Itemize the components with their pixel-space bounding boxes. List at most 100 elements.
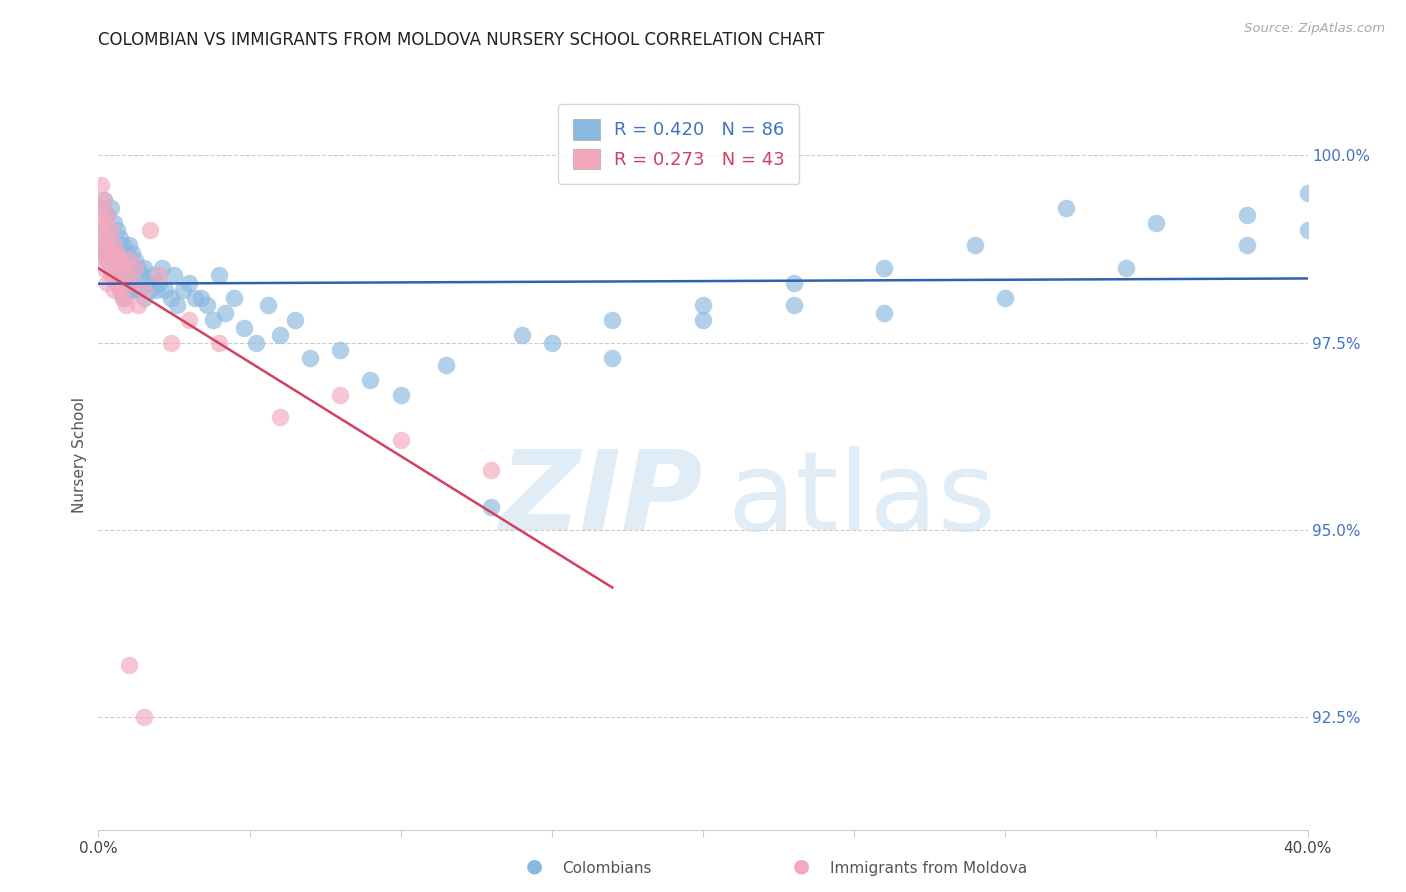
- Point: [232, 320, 254, 334]
- Point: [214, 305, 236, 319]
- Point: [148, 268, 170, 282]
- Point: [124, 260, 146, 275]
- Point: [224, 291, 246, 305]
- Point: [132, 291, 155, 305]
- Y-axis label: Nursery School: Nursery School: [72, 397, 87, 513]
- Legend: R = 0.420   N = 86, R = 0.273   N = 43: R = 0.420 N = 86, R = 0.273 N = 43: [558, 104, 800, 184]
- Point: [118, 283, 141, 297]
- Point: [965, 238, 987, 252]
- Point: [602, 351, 624, 365]
- Point: [360, 373, 382, 387]
- Point: [96, 253, 118, 268]
- Point: [434, 358, 457, 372]
- Point: [127, 260, 149, 275]
- Point: [93, 245, 115, 260]
- Point: [150, 260, 173, 275]
- Point: [132, 710, 155, 724]
- Point: [90, 201, 112, 215]
- Point: [873, 260, 896, 275]
- Point: [160, 291, 183, 305]
- Point: [100, 245, 122, 260]
- Point: [100, 260, 122, 275]
- Point: [103, 268, 125, 282]
- Point: [111, 238, 134, 252]
- Point: [96, 208, 118, 222]
- Point: [510, 328, 533, 343]
- Point: [481, 500, 503, 515]
- Point: [160, 335, 183, 350]
- Point: [105, 253, 128, 268]
- Point: [108, 283, 131, 297]
- Point: [103, 245, 125, 260]
- Point: [100, 238, 122, 252]
- Point: [90, 238, 112, 252]
- Point: [103, 238, 125, 252]
- Point: [118, 657, 141, 672]
- Point: [105, 245, 128, 260]
- Point: [1115, 260, 1137, 275]
- Point: [93, 216, 115, 230]
- Point: [269, 410, 291, 425]
- Point: [105, 223, 128, 237]
- Point: [132, 283, 155, 297]
- Text: Colombians: Colombians: [562, 861, 652, 876]
- Text: Source: ZipAtlas.com: Source: ZipAtlas.com: [1244, 22, 1385, 36]
- Point: [118, 253, 141, 268]
- Point: [93, 238, 115, 252]
- Point: [132, 260, 155, 275]
- Point: [103, 260, 125, 275]
- Point: [389, 433, 412, 447]
- Point: [1296, 186, 1319, 200]
- Text: COLOMBIAN VS IMMIGRANTS FROM MOLDOVA NURSERY SCHOOL CORRELATION CHART: COLOMBIAN VS IMMIGRANTS FROM MOLDOVA NUR…: [98, 31, 825, 49]
- Point: [118, 260, 141, 275]
- Point: [96, 276, 118, 290]
- Text: Immigrants from Moldova: Immigrants from Moldova: [830, 861, 1026, 876]
- Point: [105, 276, 128, 290]
- Point: [1054, 201, 1077, 215]
- Point: [103, 283, 125, 297]
- Point: [96, 230, 118, 244]
- Point: [135, 276, 157, 290]
- Point: [139, 283, 162, 297]
- Point: [90, 230, 112, 244]
- Point: [179, 276, 201, 290]
- Point: [103, 216, 125, 230]
- Point: [172, 283, 194, 297]
- Point: [111, 260, 134, 275]
- Point: [93, 223, 115, 237]
- Point: [108, 230, 131, 244]
- Point: [111, 291, 134, 305]
- Point: [208, 268, 231, 282]
- Point: [90, 178, 112, 193]
- Point: [121, 245, 143, 260]
- Point: [93, 193, 115, 207]
- Point: [96, 230, 118, 244]
- Point: [100, 268, 122, 282]
- Point: [783, 298, 806, 312]
- Point: [124, 253, 146, 268]
- Point: [114, 268, 136, 282]
- Point: [129, 268, 152, 282]
- Point: [127, 298, 149, 312]
- Point: [93, 260, 115, 275]
- Point: [148, 276, 170, 290]
- Point: [329, 388, 352, 402]
- Point: [121, 276, 143, 290]
- Point: [111, 291, 134, 305]
- Point: [90, 245, 112, 260]
- Text: ZIP: ZIP: [499, 446, 703, 553]
- Point: [153, 283, 176, 297]
- Point: [256, 298, 278, 312]
- Point: [121, 276, 143, 290]
- Point: [190, 291, 212, 305]
- Point: [1296, 223, 1319, 237]
- Point: [602, 313, 624, 327]
- Point: [269, 328, 291, 343]
- Point: [1236, 208, 1258, 222]
- Point: [100, 223, 122, 237]
- Point: [873, 305, 896, 319]
- Point: [127, 283, 149, 297]
- Point: [108, 260, 131, 275]
- Point: [145, 283, 167, 297]
- Text: ●: ●: [793, 857, 810, 876]
